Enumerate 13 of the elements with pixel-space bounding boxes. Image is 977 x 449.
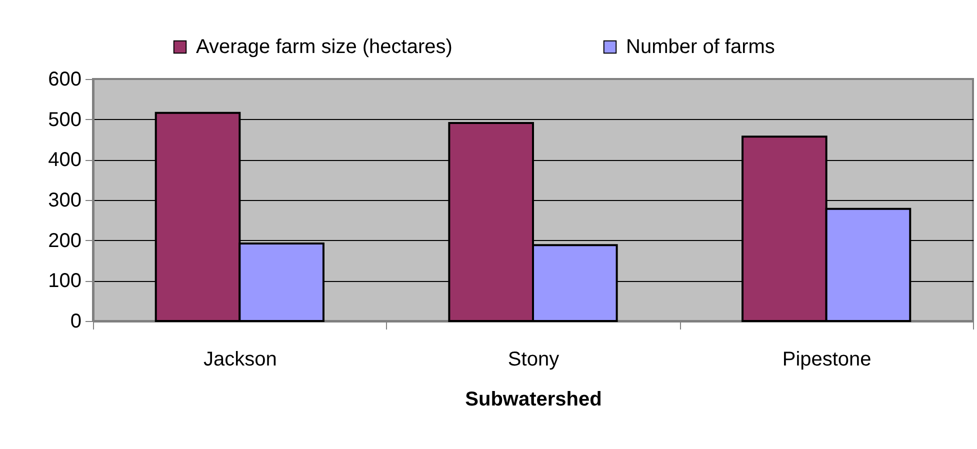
x-tick-label: Jackson: [203, 348, 277, 370]
x-axis-title: Subwatershed: [465, 388, 602, 410]
x-tick-label: Stony: [508, 348, 560, 370]
y-tick-label: 600: [48, 68, 82, 90]
y-tick-label: 100: [48, 270, 82, 292]
y-tick-label: 500: [48, 108, 82, 131]
y-tick-label: 400: [48, 149, 82, 172]
legend-label: Number of farms: [626, 36, 775, 58]
x-tick-label: Pipestone: [782, 348, 872, 370]
y-tick-label: 0: [70, 310, 82, 332]
y-tick-label: 200: [48, 230, 82, 252]
legend-label: Average farm size (hectares): [196, 36, 452, 58]
y-tick-label: 300: [48, 190, 82, 212]
